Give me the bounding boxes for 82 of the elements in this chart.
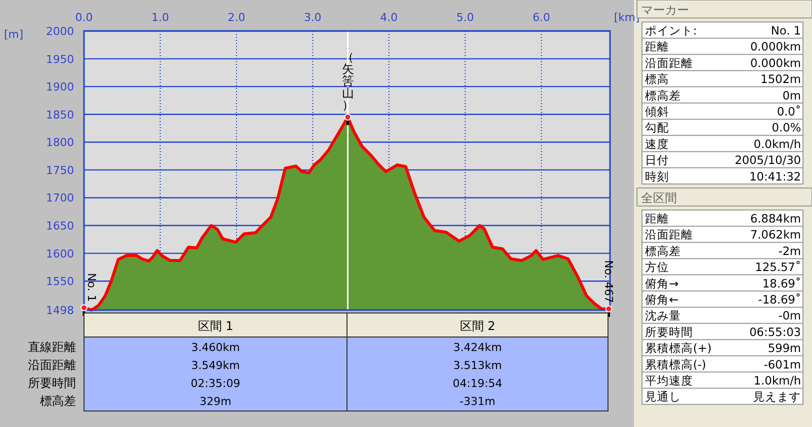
y-tick-label: 1600: [46, 247, 74, 260]
text: 標高差: [645, 88, 681, 102]
text: 俯角→: [645, 276, 679, 290]
text: 0.0km/h: [754, 136, 801, 151]
text: 標高差: [40, 394, 76, 408]
text: 時刻: [645, 169, 669, 184]
x-tick-label: 0.0: [75, 11, 93, 24]
text: 3.460km: [191, 341, 240, 354]
text: 18.69˚: [762, 276, 801, 290]
annotation: No. 1: [85, 273, 98, 302]
text: 速度: [645, 136, 669, 151]
y-axis-title: [m]: [4, 28, 24, 41]
y-tick-label: 1750: [46, 164, 74, 177]
annotation: No. 467: [602, 260, 615, 303]
y-tick-label: 1950: [46, 52, 74, 66]
x-tick-label: 5.0: [456, 11, 474, 24]
text: 599m: [768, 341, 801, 356]
text: 累積標高(+): [645, 341, 712, 356]
x-tick-label: 3.0: [304, 11, 322, 24]
text: 1.0km/h: [754, 374, 801, 388]
text: 0m: [782, 88, 801, 102]
text: -331m: [460, 395, 496, 408]
text: 区間 2: [460, 319, 496, 333]
text: 俯角←: [645, 292, 679, 306]
text: No. 1: [770, 24, 801, 38]
text: 06:55:03: [749, 324, 801, 339]
text: 329m: [200, 395, 232, 408]
text: 距離: [645, 40, 669, 54]
x-tick-label: 6.0: [532, 11, 550, 24]
text: 沿面距離: [645, 56, 693, 70]
text: 所要時間: [28, 376, 76, 390]
text: 方位: [645, 260, 669, 274]
text: 10:41:32: [749, 169, 801, 184]
text: 6.884km: [750, 212, 801, 226]
text: 02:35:09: [190, 377, 240, 390]
text: 日付: [645, 153, 669, 168]
text: 125.57˚: [755, 260, 801, 274]
text: 3.513km: [453, 359, 502, 372]
text: 標高差: [645, 244, 681, 258]
x-tick-label: 4.0: [380, 11, 398, 24]
y-tick-label: 1800: [46, 136, 74, 150]
text: -2m: [778, 244, 801, 258]
y-tick-label: 2000: [46, 25, 74, 38]
text: 3.549km: [191, 359, 240, 372]
text: 平均速度: [645, 374, 693, 388]
text: 全区間: [641, 191, 677, 205]
x-tick-label: 1.0: [151, 11, 169, 24]
text: 沿面距離: [28, 358, 76, 372]
text: 距離: [645, 212, 669, 226]
text: 沈み量: [645, 308, 681, 323]
y-tick-label: 1900: [46, 80, 74, 94]
text: 直線距離: [28, 340, 76, 354]
text: 0.000km: [750, 56, 801, 70]
text: 区間 1: [198, 319, 234, 333]
text: 2005/10/30: [734, 153, 801, 168]
text: 3.424km: [453, 341, 502, 354]
text: マーカー: [641, 3, 689, 17]
text: -18.69˚: [758, 292, 801, 306]
text: 0.0%: [772, 120, 802, 135]
y-tick-label: 1550: [46, 275, 74, 288]
y-tick-label: 1850: [46, 108, 74, 122]
text: 7.062km: [750, 228, 801, 242]
y-tick-label: 1700: [46, 192, 74, 205]
text: 0.000km: [750, 40, 801, 54]
text: 見通し: [645, 390, 681, 404]
text: 1502m: [760, 72, 801, 86]
text: 見えます: [753, 390, 801, 404]
text: 04:19:54: [452, 377, 502, 390]
annotation: （矢筈山）: [342, 50, 354, 112]
text: -0m: [778, 308, 801, 323]
text: 0.0˚: [776, 104, 801, 118]
y-tick-label: 1498: [46, 304, 74, 317]
text: 標高: [645, 72, 669, 86]
x-tick-label: 2.0: [228, 11, 246, 24]
text: 傾斜: [645, 104, 669, 118]
text: 沿面距離: [645, 228, 693, 242]
text: ポイント:: [645, 24, 697, 38]
text: 勾配: [645, 120, 669, 135]
text: -601m: [764, 357, 801, 372]
text: 累積標高(-): [645, 357, 706, 372]
y-tick-label: 1650: [46, 220, 74, 233]
text: 所要時間: [645, 324, 693, 339]
